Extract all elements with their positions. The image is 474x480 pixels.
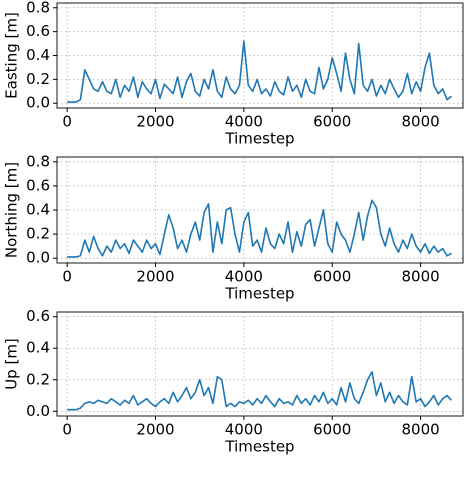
axes-frame xyxy=(56,311,464,417)
data-line xyxy=(67,199,452,258)
y-tick-label: 0.0 xyxy=(26,94,50,112)
y-tick-label: 0.0 xyxy=(26,249,50,267)
x-tick-label: 8000 xyxy=(401,421,439,439)
axes-frame xyxy=(56,2,464,109)
x-tick-label: 0 xyxy=(62,421,72,439)
y-tick-label: 0.6 xyxy=(26,176,50,194)
y-tick-label: 0.4 xyxy=(26,46,50,64)
x-tick-label: 8000 xyxy=(401,113,439,131)
x-tick-label: 6000 xyxy=(313,113,351,131)
y-axis-label: Easting [m] xyxy=(3,12,21,99)
x-tick-label: 4000 xyxy=(225,268,263,286)
x-tick-label: 2000 xyxy=(136,113,174,131)
x-axis-label: Timestep xyxy=(224,438,294,456)
y-tick-label: 0.2 xyxy=(26,70,50,88)
x-tick-label: 0 xyxy=(62,113,72,131)
y-axis-label: Up [m] xyxy=(3,338,21,390)
x-tick-label: 8000 xyxy=(401,268,439,286)
data-line xyxy=(67,371,453,411)
x-tick-label: 2000 xyxy=(136,268,174,286)
x-tick-label: 0 xyxy=(62,268,72,286)
y-tick-label: 0.8 xyxy=(26,0,50,16)
y-tick-label: 0.2 xyxy=(26,370,50,388)
x-tick-label: 6000 xyxy=(313,421,351,439)
y-tick-label: 0.4 xyxy=(26,339,50,357)
y-tick-label: 0.6 xyxy=(26,22,50,40)
y-tick-label: 0.0 xyxy=(26,402,50,420)
x-axis-label: Timestep xyxy=(224,130,294,148)
axes-frame xyxy=(56,156,464,264)
y-tick-label: 0.6 xyxy=(26,307,50,325)
x-tick-label: 4000 xyxy=(225,113,263,131)
x-axis-label: Timestep xyxy=(224,285,294,303)
x-tick-label: 4000 xyxy=(225,421,263,439)
y-axis-label: Northing [m] xyxy=(3,162,21,258)
y-tick-label: 0.8 xyxy=(26,152,50,170)
x-tick-label: 6000 xyxy=(313,268,351,286)
data-line xyxy=(67,40,453,103)
x-tick-label: 2000 xyxy=(136,421,174,439)
y-tick-label: 0.2 xyxy=(26,225,50,243)
y-tick-label: 0.4 xyxy=(26,201,50,219)
